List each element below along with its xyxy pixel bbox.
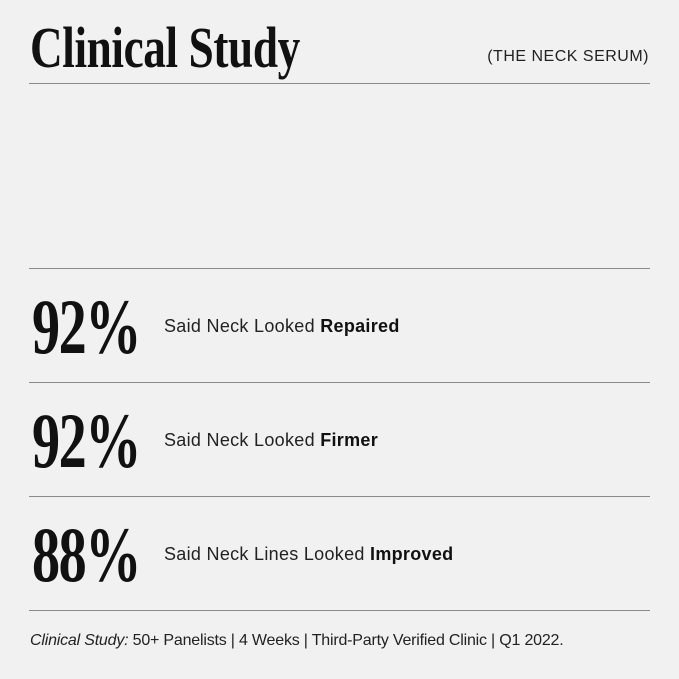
stat-label: Said Neck Lines Looked Improved [164, 544, 453, 565]
stat-row: 88% Said Neck Lines Looked Improved [30, 497, 650, 611]
stat-label-text: Said Neck Looked [164, 430, 321, 450]
footnote-lead: Clinical Study: [30, 632, 129, 649]
divider [29, 382, 650, 383]
study-footnote: Clinical Study: 50+ Panelists | 4 Weeks … [30, 632, 564, 650]
page-title: Clinical Study [30, 15, 300, 80]
divider [29, 268, 650, 269]
stat-value: 92% [32, 397, 141, 484]
divider [29, 83, 650, 84]
stat-row: 92% Said Neck Looked Firmer [30, 383, 650, 497]
stat-row: 92% Said Neck Looked Repaired [30, 269, 650, 383]
divider [29, 496, 650, 497]
stat-label-text: Said Neck Looked [164, 316, 321, 336]
stat-label-emphasis: Firmer [320, 430, 379, 450]
footnote-text: 50+ Panelists | 4 Weeks | Third-Party Ve… [128, 632, 564, 649]
stat-label-emphasis: Repaired [320, 316, 400, 336]
stat-label: Said Neck Looked Firmer [164, 430, 378, 451]
divider [29, 610, 650, 611]
stat-value: 92% [32, 283, 141, 370]
stat-label-text: Said Neck Lines Looked [164, 544, 371, 564]
product-subtitle: (THE NECK SERUM) [487, 48, 649, 65]
stat-label-emphasis: Improved [370, 544, 454, 564]
stat-value: 88% [32, 511, 141, 598]
stat-label: Said Neck Looked Repaired [164, 316, 400, 337]
